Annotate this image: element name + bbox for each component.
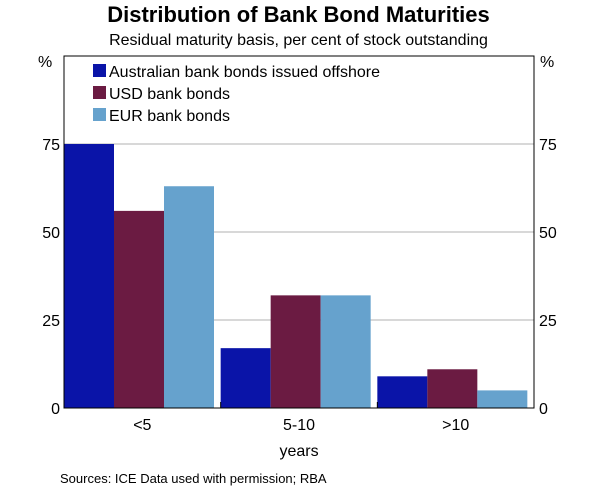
y-tick-label-left: 0 bbox=[51, 401, 60, 418]
y-tick-label-right: 0 bbox=[539, 401, 548, 418]
bar-3-2 bbox=[320, 295, 371, 408]
y-tick-label-right: 50 bbox=[539, 225, 557, 242]
bar-1-1 bbox=[64, 144, 114, 408]
bar-2-1 bbox=[114, 210, 164, 408]
y-tick-label-left: 50 bbox=[42, 225, 60, 242]
x-tick-label: 5-10 bbox=[283, 417, 315, 434]
x-tick-label: >10 bbox=[442, 417, 469, 434]
left-axis-unit: % bbox=[38, 54, 53, 71]
legend-label: EUR bank bonds bbox=[109, 108, 230, 125]
y-tick-label-right: 25 bbox=[539, 313, 557, 330]
legend-label: USD bank bonds bbox=[109, 86, 230, 103]
y-tick-label-left: 75 bbox=[42, 137, 60, 154]
right-axis-unit: % bbox=[540, 54, 555, 71]
y-tick-label-right: 75 bbox=[539, 137, 557, 154]
y-tick-label-left: 25 bbox=[42, 313, 60, 330]
bar-1-2 bbox=[220, 348, 271, 408]
x-axis-label: years bbox=[279, 443, 318, 460]
legend-swatch bbox=[93, 108, 106, 121]
legend-swatch bbox=[93, 86, 106, 99]
source-note: Sources: ICE Data used with permission; … bbox=[60, 471, 327, 486]
chart-title: Distribution of Bank Bond Maturities bbox=[107, 2, 490, 27]
legend-swatch bbox=[93, 64, 106, 77]
x-tick-label: <5 bbox=[133, 417, 151, 434]
bar-2-3 bbox=[427, 369, 478, 408]
bar-3-3 bbox=[477, 390, 528, 408]
bar-2-2 bbox=[270, 295, 321, 408]
bar-1-3 bbox=[377, 376, 428, 408]
chart-subtitle: Residual maturity basis, per cent of sto… bbox=[109, 32, 488, 49]
legend-label: Australian bank bonds issued offshore bbox=[109, 64, 380, 81]
bar-3-1 bbox=[164, 186, 214, 408]
plot-frame bbox=[63, 55, 535, 409]
